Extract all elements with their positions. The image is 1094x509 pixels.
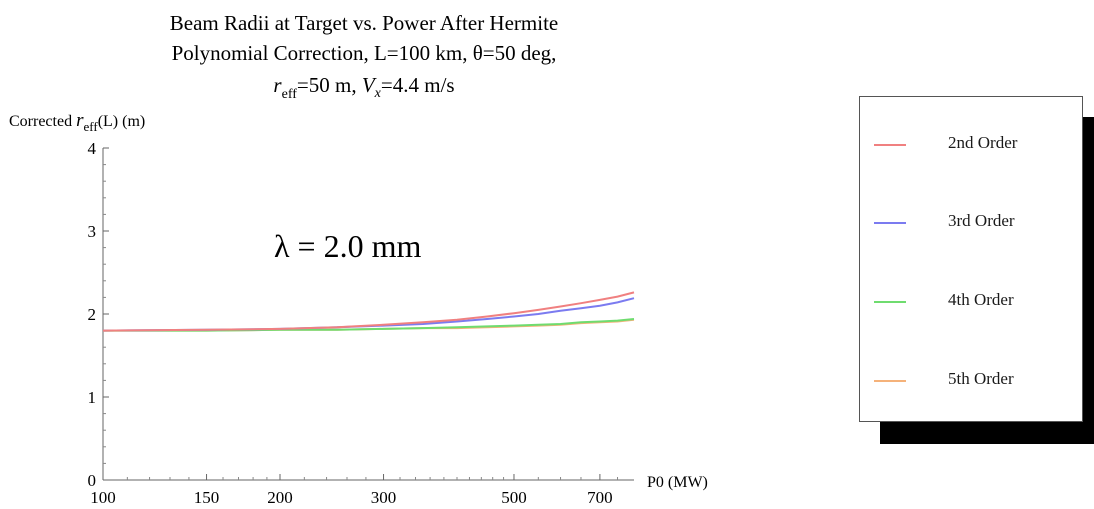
legend-swatch xyxy=(874,380,906,382)
x-tick-label: 150 xyxy=(194,488,220,507)
title-v-symbol: V xyxy=(362,73,377,97)
y-tick-label: 4 xyxy=(88,139,97,158)
series-line-4th-order xyxy=(103,318,635,332)
legend-swatch xyxy=(874,301,906,303)
y-tick-label: 2 xyxy=(88,305,97,324)
ticks xyxy=(102,147,619,481)
y-tick-label: 0 xyxy=(88,471,97,490)
title-eff-subscript: eff xyxy=(282,87,298,102)
x-tick-label: 500 xyxy=(501,488,527,507)
wavelength-annotation: λ = 2.0 mm xyxy=(274,228,421,264)
ylabel-r-symbol: r xyxy=(76,110,84,131)
y-tick-label: 1 xyxy=(88,388,97,407)
legend-label: 3rd Order xyxy=(948,211,1015,230)
x-tick-label: 200 xyxy=(267,488,293,507)
x-axis-label: P0 (MW) xyxy=(647,474,708,491)
x-tick-label: 100 xyxy=(90,488,116,507)
ylabel-prefix: Corrected xyxy=(9,113,76,130)
y-tick-label: 3 xyxy=(88,222,97,241)
axes xyxy=(102,148,634,481)
ylabel-eff-subscript: eff xyxy=(83,119,98,134)
x-tick-label: 300 xyxy=(371,488,397,507)
title-mid-text: =50 m, xyxy=(297,73,362,97)
chart-title-line-1: Beam Radii at Target vs. Power After Her… xyxy=(170,11,559,35)
legend-item-5th-order: 5th Order xyxy=(860,366,1082,396)
legend: 2nd Order 3rd Order 4th Order 5th Order xyxy=(859,96,1083,422)
chart-title-line-2: Polynomial Correction, L=100 km, θ=50 de… xyxy=(172,41,557,65)
title-end-text: =4.4 m/s xyxy=(381,73,455,97)
title-x-subscript: x xyxy=(374,86,382,101)
legend-swatch xyxy=(874,144,906,146)
y-axis-label: Corrected reff(L) (m) xyxy=(9,110,145,134)
series-lines xyxy=(102,291,635,332)
legend-item-4th-order: 4th Order xyxy=(860,287,1082,317)
chart-title: Beam Radii at Target vs. Power After Her… xyxy=(170,11,559,102)
legend-label: 2nd Order xyxy=(948,133,1018,152)
legend-item-3rd-order: 3rd Order xyxy=(860,208,1082,238)
legend-swatch xyxy=(874,222,906,224)
x-tick-label: 700 xyxy=(587,488,613,507)
title-r-symbol: r xyxy=(273,73,282,97)
tick-labels: 100 150 200 300 500 700 0 1 2 3 4 xyxy=(88,139,613,507)
legend-label: 4th Order xyxy=(948,290,1014,309)
chart-title-line-3: reff=50 m, Vx=4.4 m/s xyxy=(273,73,454,102)
legend-label: 5th Order xyxy=(948,369,1014,388)
legend-item-2nd-order: 2nd Order xyxy=(860,130,1082,160)
ylabel-suffix: (L) (m) xyxy=(98,113,146,130)
series-line-2nd-order xyxy=(102,291,635,332)
